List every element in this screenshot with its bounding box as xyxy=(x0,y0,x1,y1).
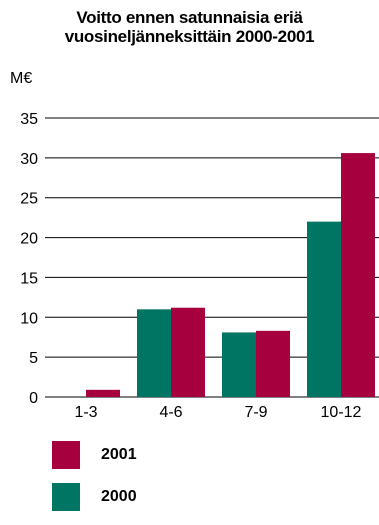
x-tick-label: 4-6 xyxy=(159,404,182,421)
x-tick-label: 1-3 xyxy=(74,404,97,421)
y-tick-label: 35 xyxy=(20,111,38,128)
legend-swatch-2000 xyxy=(52,483,80,511)
legend-item-2000: 2000 xyxy=(52,483,137,511)
bar-2001-4-6 xyxy=(171,307,205,397)
x-tick-label: 7-9 xyxy=(244,404,267,421)
chart-title: Voitto ennen satunnaisia eriä vuosineljä… xyxy=(0,8,379,46)
y-tick-label: 5 xyxy=(29,350,38,367)
bar-2000-4-6 xyxy=(137,309,171,397)
chart-title-line-2: vuosineljänneksittäin 2000-2001 xyxy=(64,27,315,46)
bar-2001-1-3 xyxy=(86,389,120,397)
legend-label-2000: 2000 xyxy=(101,488,137,505)
y-tick-label: 25 xyxy=(20,191,38,208)
chart-title-line-1: Voitto ennen satunnaisia eriä xyxy=(76,8,303,27)
bar-2000-7-9 xyxy=(222,332,256,397)
bar-2000-10-12 xyxy=(307,221,341,397)
y-axis-unit-label: M€ xyxy=(10,70,32,87)
y-tick-label: 20 xyxy=(20,231,38,248)
legend-swatch-2001 xyxy=(52,441,80,469)
legend-item-2001: 2001 xyxy=(52,441,137,469)
y-tick-label: 15 xyxy=(20,270,38,287)
bar-2001-7-9 xyxy=(256,330,290,397)
y-tick-label: 30 xyxy=(20,151,38,168)
y-tick-label: 10 xyxy=(20,310,38,327)
axis-labels: 0 5 10 15 20 25 30 35 1-3 4-6 7-9 10-12 xyxy=(20,111,361,421)
y-tick-label: 0 xyxy=(29,390,38,407)
legend: 2001 2000 xyxy=(52,441,137,525)
legend-label-2001: 2001 xyxy=(101,446,137,463)
bar-chart: M€ 0 5 10 15 20 25 30 35 1-3 4-6 7-9 10-12 xyxy=(10,70,379,421)
bar-2001-10-12 xyxy=(341,153,375,397)
bars xyxy=(86,153,375,397)
x-tick-label: 10-12 xyxy=(321,404,362,421)
